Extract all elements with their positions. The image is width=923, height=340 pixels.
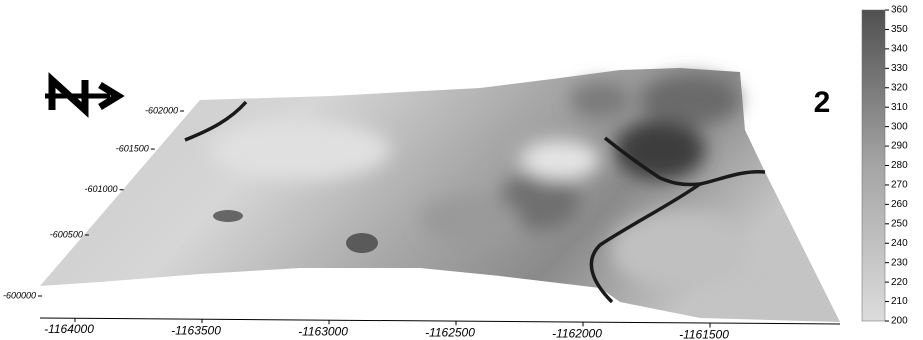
colorbar-tick-label: 230: [891, 257, 908, 268]
x-tick-label: -1163000: [298, 324, 348, 338]
x-tick-label: -1161500: [679, 328, 729, 340]
pond: [213, 210, 243, 222]
y-tick-label: -601500: [116, 143, 149, 153]
y-tick-label: -600000: [3, 290, 36, 300]
colorbar-tick-label: 220: [891, 277, 908, 288]
y-tick-label: -601000: [85, 184, 118, 194]
colorbar-tick-label: 200: [891, 316, 908, 327]
pond: [346, 233, 378, 253]
x-tick-label: -1163500: [171, 323, 221, 337]
north-arrow: [45, 80, 118, 110]
panel-label: 2: [814, 86, 831, 119]
y-tick-label: -602000: [145, 105, 178, 115]
colorbar-tick-label: 270: [891, 180, 908, 191]
colorbar-tick-label: 260: [891, 199, 908, 210]
colorbar-tick-label: 280: [891, 160, 908, 171]
colorbar: [862, 10, 885, 321]
colorbar-tick-label: 290: [891, 141, 908, 152]
colorbar-tick-label: 350: [891, 24, 908, 35]
colorbar-tick-label: 310: [891, 102, 908, 113]
page: {"panel_label": "2", "x_axis": {"ticks":…: [0, 0, 923, 340]
x-tick-label: -1162000: [552, 327, 602, 340]
colorbar-tick-label: 320: [891, 82, 908, 93]
colorbar-tick-label: 210: [891, 296, 908, 307]
y-tick-label: -600500: [50, 229, 83, 239]
x-tick-label: -1162500: [425, 325, 475, 339]
colorbar-tick-label: 240: [891, 238, 908, 249]
colorbar-tick-label: 360: [891, 5, 908, 16]
x-axis-line: [40, 318, 840, 324]
colorbar-tick-label: 330: [891, 63, 908, 74]
terrain-view: 2 -1164000 -1163500 -1163000 -1162500 -11620…: [0, 0, 923, 340]
colorbar-tick-label: 300: [891, 121, 908, 132]
x-tick-label: -1164000: [44, 322, 94, 336]
colorbar-tick-label: 340: [891, 44, 908, 55]
colorbar-tick-label: 250: [891, 218, 908, 229]
